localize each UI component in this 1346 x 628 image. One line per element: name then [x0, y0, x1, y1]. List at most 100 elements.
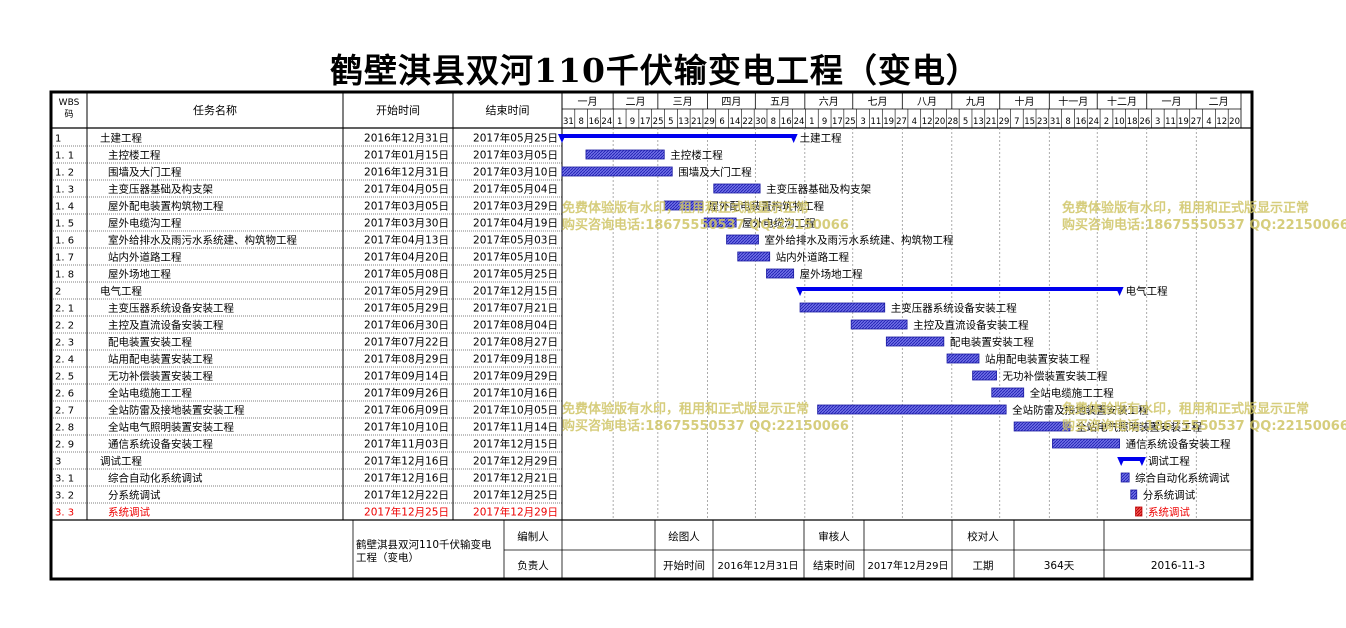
header-end: 结束时间 — [486, 104, 530, 117]
task-name: 站用配电装置安装工程 — [108, 353, 213, 366]
footer-duration-label: 工期 — [973, 560, 994, 572]
week-label: 4 — [1206, 117, 1211, 127]
week-label: 20 — [1229, 117, 1240, 127]
task-name: 配电装置安装工程 — [108, 336, 192, 349]
summary-start-marker — [558, 134, 566, 143]
month-label: 九月 — [966, 96, 986, 108]
task-end: 2017年09月18日 — [473, 353, 558, 366]
task-bar — [799, 302, 886, 313]
bar-label: 调试工程 — [1148, 456, 1190, 468]
task-bar — [585, 149, 665, 160]
week-label: 3 — [1155, 117, 1160, 127]
task-wbs: 1. 5 — [55, 219, 74, 230]
task-wbs: 2. 2 — [55, 321, 74, 332]
task-rows: 1 土建工程 2016年12月31日 2017年05月25日 1. 1 主控楼工程 2017… — [51, 132, 562, 521]
task-name: 屋外电缆沟工程 — [108, 217, 182, 230]
month-label: 十一月 — [1058, 95, 1088, 108]
task-wbs: 1. 3 — [55, 185, 74, 196]
week-label: 21 — [986, 117, 997, 127]
task-end: 2017年12月29日 — [473, 506, 558, 519]
footer-project-name: 工程（变电） — [356, 551, 419, 564]
task-start: 2017年01月15日 — [364, 149, 449, 162]
week-label: 16 — [781, 117, 792, 127]
week-label: 17 — [640, 117, 651, 127]
bar-label: 配电装置安装工程 — [950, 336, 1034, 349]
task-end: 2017年08月27日 — [473, 336, 558, 349]
week-label: 9 — [630, 117, 635, 127]
task-bar — [1013, 421, 1071, 432]
footer-start-label: 开始时间 — [663, 559, 705, 572]
month-label: 五月 — [770, 96, 790, 108]
week-label: 5 — [668, 117, 673, 127]
week-label: 8 — [1065, 117, 1070, 127]
summary-bar — [562, 134, 794, 138]
task-wbs: 2. 9 — [55, 440, 74, 451]
task-start: 2017年12月16日 — [364, 472, 449, 485]
task-end: 2017年03月10日 — [473, 166, 558, 179]
week-label: 27 — [1191, 117, 1202, 127]
footer-duration-value: 364天 — [1044, 560, 1075, 572]
week-label: 7 — [1014, 117, 1019, 127]
bar-label: 主变压器基础及构支架 — [766, 183, 871, 196]
week-label: 9 — [822, 117, 827, 127]
task-start: 2016年12月31日 — [364, 132, 449, 145]
week-label: 1 — [617, 117, 622, 127]
task-wbs: 3. 2 — [55, 491, 74, 502]
week-label: 12 — [1216, 117, 1227, 127]
bar-label: 主变压器系统设备安装工程 — [891, 302, 1017, 315]
task-wbs: 2. 1 — [55, 304, 74, 315]
task-bar — [766, 268, 795, 279]
task-end: 2017年04月19日 — [473, 217, 558, 230]
week-label: 23 — [1037, 117, 1048, 127]
month-label: 七月 — [868, 96, 888, 108]
summary-end-marker — [1115, 287, 1124, 296]
task-bar — [703, 217, 737, 228]
week-label: 21 — [691, 117, 702, 127]
week-label: 13 — [678, 117, 689, 127]
task-name: 系统调试 — [108, 506, 150, 519]
task-start: 2017年09月26日 — [364, 387, 449, 400]
month-label: 四月 — [721, 96, 741, 108]
summary-end-marker — [789, 134, 798, 143]
task-start: 2017年12月16日 — [364, 455, 449, 468]
task-bar — [663, 200, 703, 211]
week-label: 31 — [1050, 117, 1061, 127]
week-label: 19 — [1178, 117, 1189, 127]
footer-reviewer-label: 审核人 — [818, 530, 850, 543]
bar-label: 综合自动化系统调试 — [1135, 472, 1230, 485]
bar-label: 围墙及大门工程 — [678, 166, 752, 179]
task-name: 围墙及大门工程 — [108, 166, 182, 179]
task-start: 2017年12月25日 — [364, 506, 449, 519]
footer-date: 2016-11-3 — [1151, 560, 1205, 572]
week-label: 13 — [973, 117, 984, 127]
week-label: 24 — [1088, 117, 1099, 127]
footer-end-label: 结束时间 — [813, 559, 855, 572]
task-bar — [972, 370, 997, 381]
week-label: 11 — [870, 117, 881, 127]
task-end: 2017年05月04日 — [473, 183, 558, 196]
week-label: 20 — [935, 117, 946, 127]
task-start: 2016年12月31日 — [364, 166, 449, 179]
task-bar — [737, 251, 771, 262]
outer-border — [49, 90, 1254, 581]
week-label: 15 — [1024, 117, 1035, 127]
task-wbs: 1. 6 — [55, 236, 74, 247]
week-label: 5 — [963, 117, 968, 127]
bar-label: 屋外配电装置构筑物工程 — [709, 200, 825, 213]
task-wbs: 2. 7 — [55, 406, 74, 417]
task-bar — [1120, 472, 1130, 483]
week-label: 29 — [704, 117, 715, 127]
task-start: 2017年04月20日 — [364, 251, 449, 264]
bar-label: 站用配电装置安装工程 — [985, 353, 1090, 366]
week-label: 1 — [809, 117, 814, 127]
task-bar — [817, 404, 1007, 415]
bar-label: 分系统调试 — [1143, 489, 1196, 502]
page-title: 鹤壁淇县双河110千伏输变电工程（变电） — [330, 51, 980, 90]
task-name: 土建工程 — [100, 132, 142, 145]
header-wbs: WBS — [59, 98, 80, 108]
task-end: 2017年05月25日 — [473, 132, 558, 145]
task-name: 全站电缆施工工程 — [108, 387, 192, 400]
task-end: 2017年03月05日 — [473, 149, 558, 162]
task-end: 2017年05月03日 — [473, 234, 558, 247]
